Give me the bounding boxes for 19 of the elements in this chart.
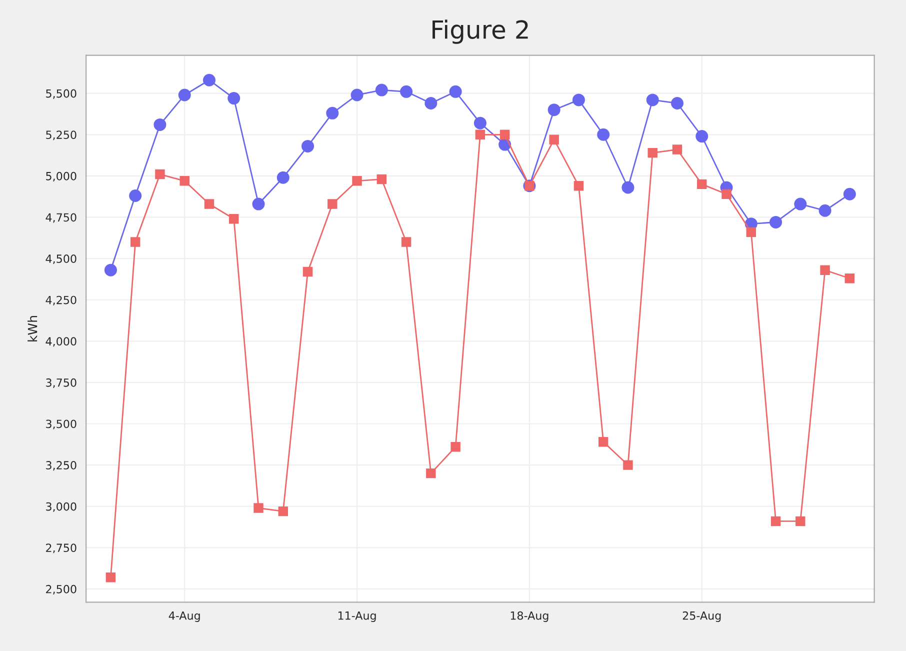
chart-title: Figure 2 [432, 20, 528, 44]
y-tick-label: 3,250 [46, 461, 76, 471]
x-tick-label: 18-Aug [510, 611, 548, 622]
x-tick-label: 25-Aug [682, 611, 721, 622]
y-tick-label: 2,750 [46, 544, 76, 554]
x-tick-label: 11-Aug [338, 612, 376, 622]
y-tick-label: 4,000 [46, 337, 76, 347]
y-tick-label: 4,500 [46, 254, 76, 264]
y-tick-label: 3,750 [46, 378, 76, 388]
y-tick-label: 3,000 [46, 502, 76, 512]
y-tick-label: 5,500 [46, 89, 76, 99]
y-axis-title: kWh [28, 316, 38, 342]
y-tick-label: 5,250 [46, 130, 76, 140]
y-tick-label: 4,250 [46, 296, 76, 306]
y-tick-label: 2,500 [46, 584, 76, 594]
y-tick-label: 5,000 [46, 172, 76, 182]
y-tick-label: 4,750 [46, 213, 76, 223]
y-tick-label: 3,500 [46, 420, 76, 430]
x-tick-label: 4-Aug [168, 612, 200, 622]
